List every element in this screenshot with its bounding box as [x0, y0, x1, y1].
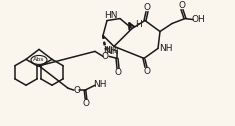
Text: NH: NH — [93, 80, 107, 89]
Text: O: O — [74, 86, 81, 95]
Text: H: H — [135, 20, 141, 29]
Text: Abs: Abs — [33, 57, 45, 62]
Text: OH: OH — [191, 15, 205, 24]
Text: NH: NH — [159, 44, 173, 53]
Text: O: O — [144, 67, 150, 76]
Text: ṄH: ṄH — [105, 47, 119, 56]
Text: O: O — [102, 52, 109, 61]
Text: HN: HN — [105, 11, 118, 20]
Text: O: O — [114, 68, 121, 77]
Text: ṄH: ṄH — [103, 46, 117, 55]
Text: O: O — [144, 3, 150, 12]
Text: O: O — [82, 99, 90, 108]
Text: O: O — [179, 1, 185, 10]
